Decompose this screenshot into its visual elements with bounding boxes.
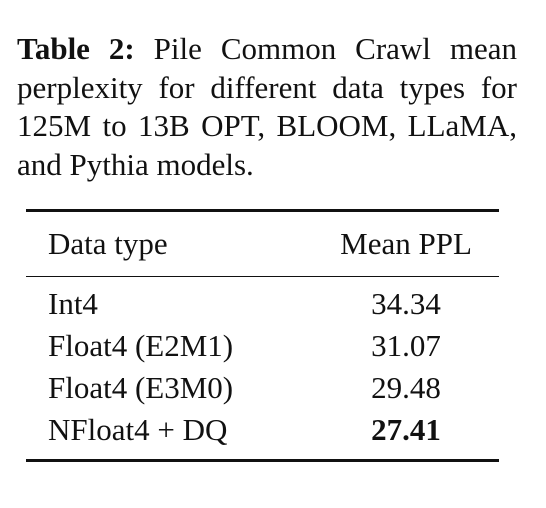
row-mean-ppl: 34.34 [371, 286, 441, 321]
header-mean-ppl: Mean PPL [340, 225, 472, 261]
table-row: NFloat4 + DQ 27.41 [26, 409, 499, 451]
table-row: Float4 (E2M1) 31.07 [26, 325, 499, 367]
results-table: Data type Mean PPL Int4 34.34 Float4 (E2… [26, 209, 499, 462]
row-mean-ppl: 29.48 [371, 370, 441, 405]
row-data-type: Int4 [48, 286, 98, 321]
header-data-type: Data type [48, 225, 168, 261]
caption-text: Pile Common Crawl mean perplexity for di… [17, 31, 517, 182]
row-data-type: NFloat4 + DQ [48, 412, 228, 447]
table-bottom-rule [26, 459, 499, 462]
table-mid-rule [26, 275, 499, 277]
row-mean-ppl-best: 27.41 [371, 412, 441, 447]
row-data-type: Float4 (E3M0) [48, 370, 234, 405]
caption-label: Table 2: [17, 31, 135, 66]
table-row: Int4 34.34 [26, 283, 499, 325]
table-header: Data type Mean PPL [26, 212, 499, 276]
table-caption: Table 2: Pile Common Crawl mean perplexi… [17, 30, 517, 184]
table-body: Int4 34.34 Float4 (E2M1) 31.07 Float4 (E… [26, 277, 499, 459]
table-row: Float4 (E3M0) 29.48 [26, 367, 499, 409]
table-top-rule [26, 209, 499, 212]
row-data-type: Float4 (E2M1) [48, 328, 234, 363]
row-mean-ppl: 31.07 [371, 328, 441, 363]
